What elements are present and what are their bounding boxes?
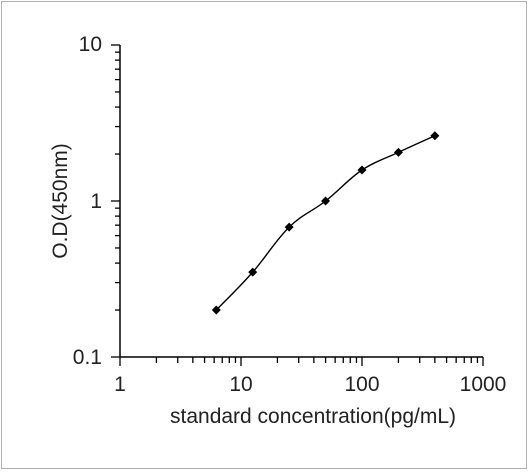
x-tick-label-1: 1 [114,373,126,396]
data-point-marker [211,305,221,315]
x-axis-title: standard concentration(pg/mL) [170,405,456,428]
y-tick-label-10: 10 [79,33,102,56]
data-point-marker [248,267,258,277]
x-tick-label-10: 10 [229,373,252,396]
data-point-marker [430,131,440,141]
x-tick-label-1000: 1000 [460,373,507,396]
data-point-marker [284,222,294,232]
chart-axes [111,44,484,366]
x-tick-label-100: 100 [344,373,379,396]
y-tick-label-0-1: 0.1 [73,346,102,369]
series-layer [211,131,440,315]
y-minor-ticks [111,44,120,358]
data-point-marker [357,165,367,175]
data-point-marker [393,147,403,157]
x-minor-ticks [119,357,484,366]
y-tick-label-1: 1 [90,190,102,213]
x-tick-labels: 1 10 100 1000 [114,373,506,396]
y-axis-title: O.D(450nm) [49,143,72,259]
y-tick-labels: 0.1 1 10 [73,33,102,369]
data-point-marker [321,196,331,206]
series-line [215,135,436,311]
